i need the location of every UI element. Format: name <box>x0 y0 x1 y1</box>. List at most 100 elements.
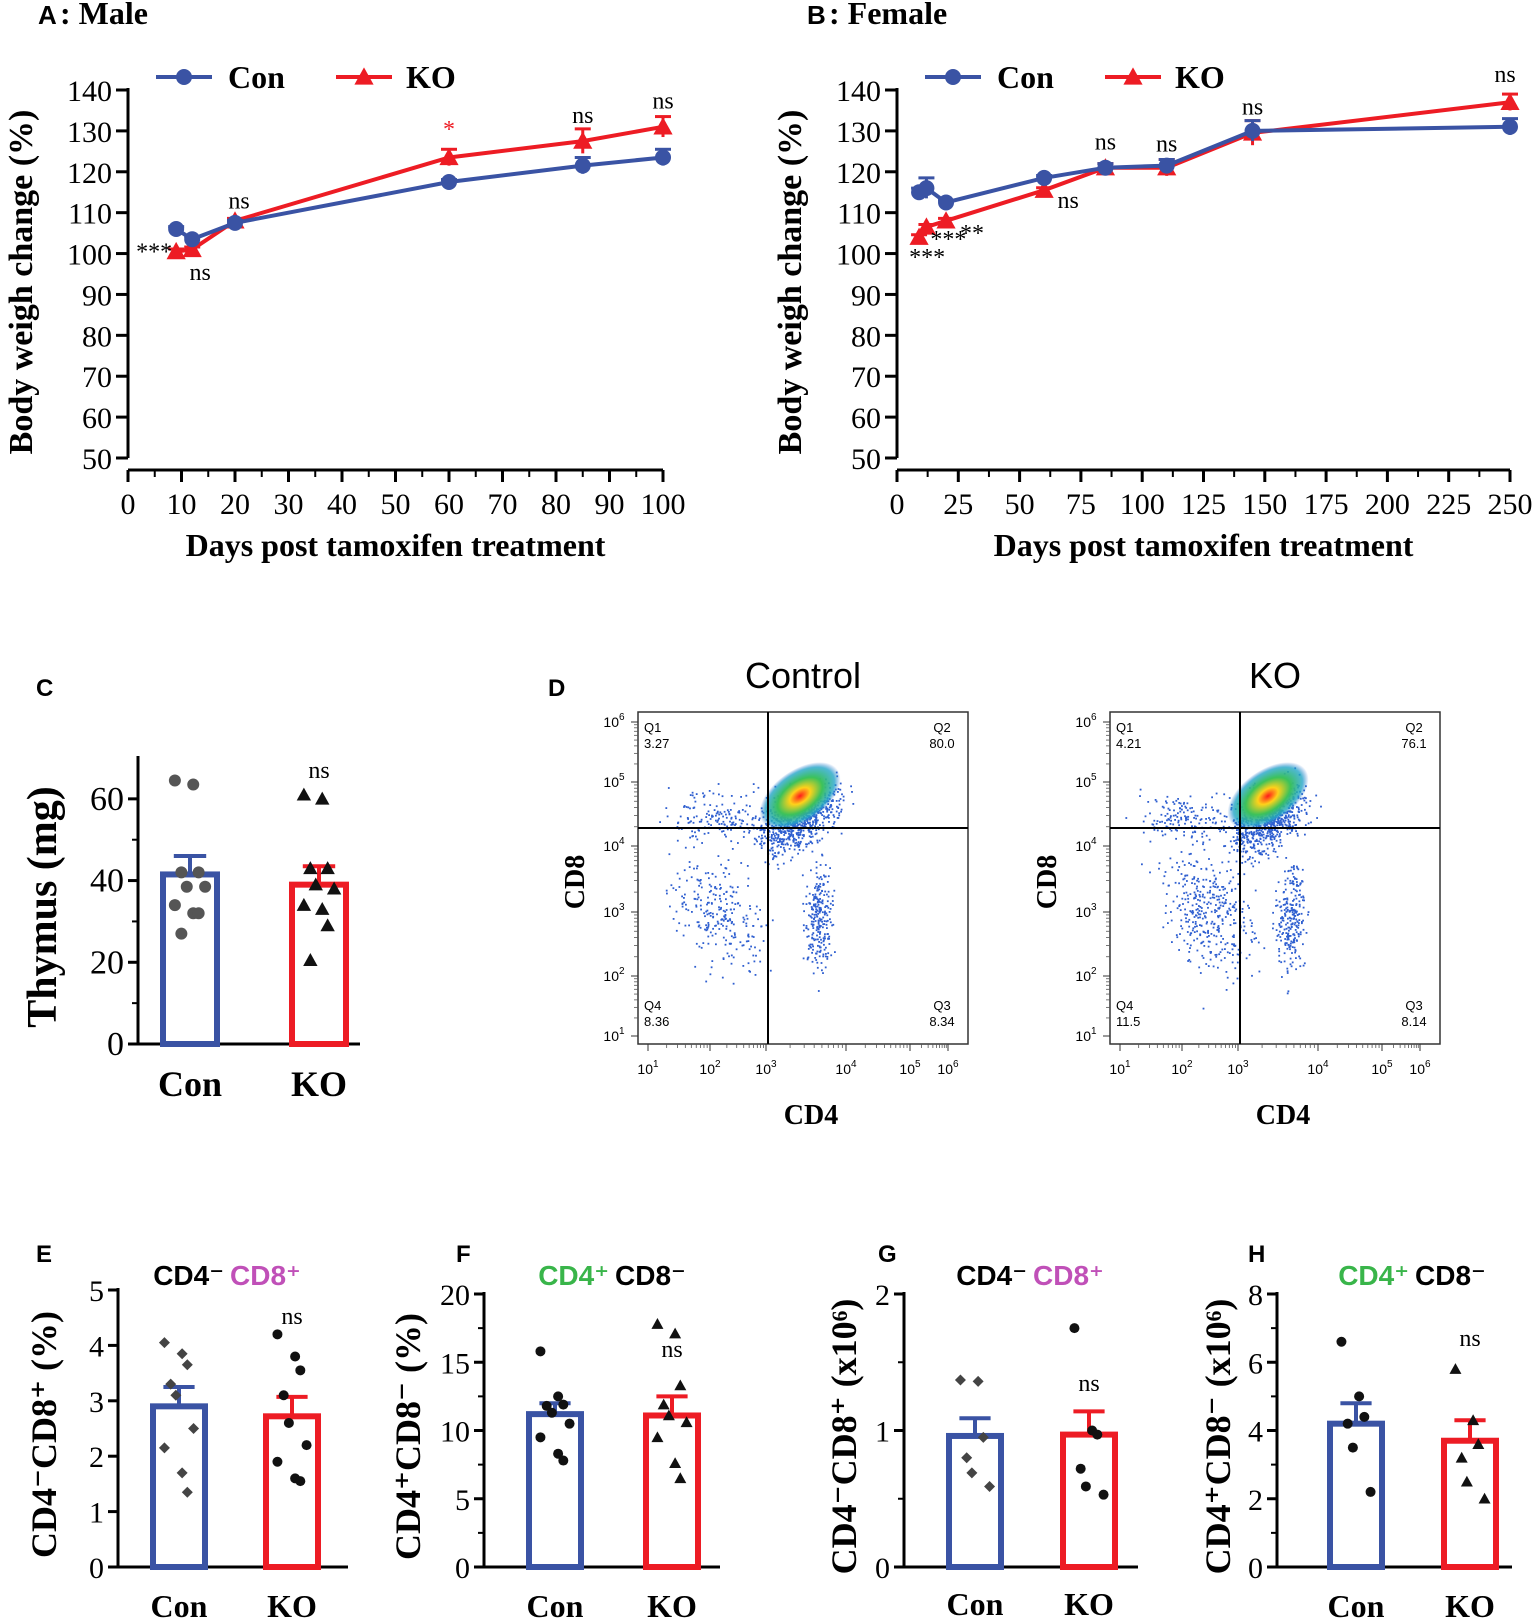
flow-event <box>732 823 734 826</box>
flow-event <box>733 932 736 935</box>
flow-event <box>711 873 714 875</box>
flow-event <box>812 920 815 923</box>
flow-event <box>1283 960 1286 963</box>
flow-event <box>825 920 828 923</box>
y-tick-label: 90 <box>82 279 112 312</box>
flow-event <box>1225 815 1228 818</box>
flow-event <box>1219 812 1222 815</box>
flow-event <box>812 820 814 823</box>
flow-event <box>1290 866 1293 869</box>
flow-event <box>827 817 830 819</box>
flow-event <box>1196 840 1198 843</box>
flow-event <box>1272 927 1274 930</box>
flow-event <box>1202 843 1204 846</box>
flow-event <box>770 847 773 850</box>
flow-event <box>816 887 819 890</box>
flow-event <box>1301 922 1303 925</box>
flow-event <box>691 835 694 838</box>
x-tick-label: 100 <box>1120 488 1165 521</box>
flow-event <box>1297 868 1300 871</box>
flow-event <box>805 845 808 848</box>
flow-event <box>814 920 817 922</box>
flow-event <box>729 885 732 888</box>
flow-event <box>1223 894 1226 896</box>
tick-exponent: 6 <box>1425 1059 1431 1070</box>
flow-event <box>705 929 708 932</box>
flow-event <box>1195 817 1197 820</box>
flow-event <box>1237 873 1240 875</box>
flow-event <box>776 845 779 848</box>
flow-event <box>747 885 749 887</box>
flow-event <box>1187 815 1190 818</box>
data-point <box>301 1440 312 1451</box>
flow-event <box>688 924 690 927</box>
flow-event <box>725 898 727 901</box>
flow-event <box>824 910 826 913</box>
flow-event <box>1246 850 1249 853</box>
flow-event <box>1215 821 1217 824</box>
flow-event <box>693 816 695 819</box>
flow-event <box>812 894 814 896</box>
flow-event <box>1283 891 1285 893</box>
flow-event <box>816 926 819 929</box>
flow-event <box>1236 953 1239 956</box>
flow-event <box>696 921 699 924</box>
flow-event <box>1141 863 1143 866</box>
flow-event <box>823 817 825 820</box>
flow-event <box>805 903 808 905</box>
flow-event <box>1258 849 1261 852</box>
flow-event <box>745 794 748 797</box>
flow-event <box>1213 896 1216 899</box>
flow-event <box>1224 901 1227 904</box>
flow-event <box>707 896 709 899</box>
flow-event <box>1250 862 1253 865</box>
flow-event <box>763 829 766 831</box>
flow-event <box>1221 923 1224 925</box>
flow-event <box>719 888 722 890</box>
y-tick-label: 80 <box>851 320 881 353</box>
flow-event <box>1226 870 1228 873</box>
flow-event <box>762 828 764 831</box>
flow-event <box>816 950 819 953</box>
flow-event <box>818 900 821 903</box>
flow-event <box>1194 825 1196 828</box>
flow-event <box>690 876 693 879</box>
flow-event <box>808 842 810 845</box>
flow-event <box>1250 833 1253 836</box>
flow-event <box>1187 960 1189 962</box>
flow-event <box>1305 797 1307 800</box>
flow-event <box>1307 911 1310 913</box>
flow-event <box>802 829 805 832</box>
flow-event <box>1278 833 1281 835</box>
flow-event <box>1263 947 1266 950</box>
flow-event <box>827 952 830 955</box>
flow-event <box>1292 883 1295 886</box>
flow-event <box>725 867 728 870</box>
flow-event <box>745 914 748 917</box>
flow-event <box>678 886 681 888</box>
flow-event <box>1224 943 1227 946</box>
y-tick-label: 8 <box>1248 1279 1263 1312</box>
flow-event <box>691 794 694 797</box>
flow-event <box>1283 821 1286 824</box>
flow-event <box>1273 838 1276 840</box>
flow-event <box>753 837 756 840</box>
flow-event <box>1258 833 1260 836</box>
flow-event <box>1202 885 1204 888</box>
flow-event <box>1302 899 1304 902</box>
flow-event <box>1285 932 1288 934</box>
flow-event <box>722 924 724 927</box>
flow-event <box>1262 831 1264 833</box>
panel-title: CD4⁺ CD8⁻ <box>1338 1260 1486 1291</box>
flow-event <box>819 919 822 922</box>
flow-event <box>741 809 744 811</box>
flow-event <box>715 819 717 822</box>
flow-event <box>720 906 722 909</box>
flow-event <box>1242 840 1245 843</box>
y-tick-label: 80 <box>82 320 112 353</box>
y-log-tick-label: 106 <box>603 712 625 730</box>
flow-event <box>748 970 751 972</box>
flow-event <box>774 852 776 854</box>
flow-event <box>822 916 825 919</box>
